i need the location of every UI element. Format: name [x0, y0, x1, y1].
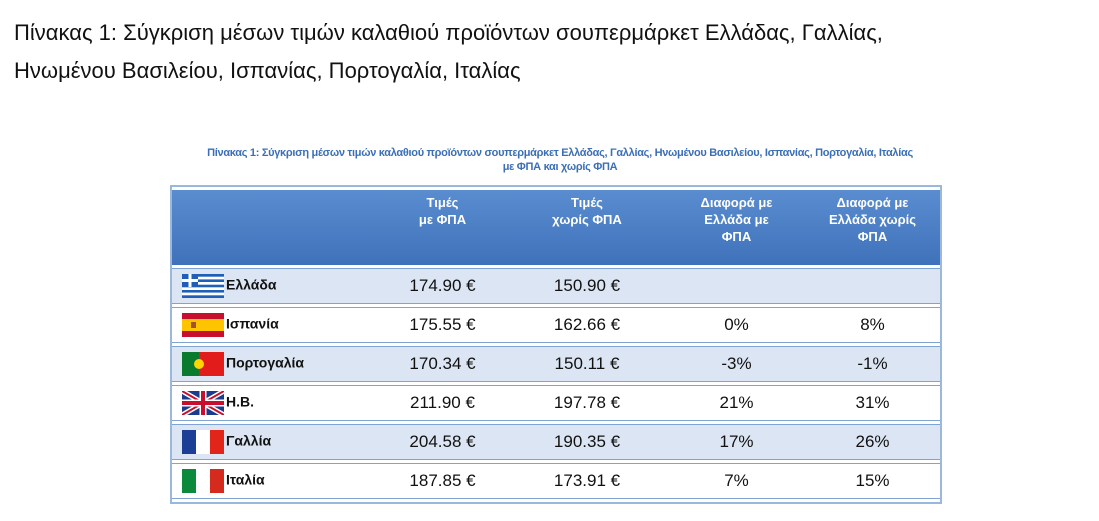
country-cell: Πορτογαλία [172, 346, 379, 382]
country-name: Ελλάδα [226, 276, 277, 293]
header-cell: Τιμές με ΦΠΑ [379, 190, 506, 265]
caption-line: Πίνακας 1: Σύγκριση μέσων τιμών καλαθιού… [207, 147, 913, 159]
value-cell: 26% [805, 424, 940, 460]
value-cell: 190.35 € [506, 424, 668, 460]
table-caption: Πίνακας 1: Σύγκριση μέσων τιμών καλαθιού… [20, 146, 1099, 174]
header-text: Ελλάδα χωρίς [828, 212, 917, 227]
value-cell: 8% [805, 307, 940, 343]
header-text: Τιμές [571, 195, 603, 210]
value-cell: 0% [668, 307, 805, 343]
header-cell: Διαφορά με Ελλάδα με ΦΠΑ [668, 190, 805, 265]
value-cell: 31% [805, 385, 940, 421]
value-cell: 162.66 € [506, 307, 668, 343]
header-text: ΦΠΑ [721, 229, 752, 244]
value-cell: 204.58 € [379, 424, 506, 460]
value-cell: -1% [805, 346, 940, 382]
value-cell: 17% [668, 424, 805, 460]
flag-france [182, 430, 224, 454]
header-text: Διαφορά με [836, 195, 909, 210]
header-row: Τιμές με ΦΠΑ Τιμές χωρίς ΦΠΑ Διαφορά με Ελλ… [172, 190, 940, 265]
price-table: Τιμές με ΦΠΑ Τιμές χωρίς ΦΠΑ Διαφορά με Ελλ… [170, 185, 942, 504]
value-cell: 150.11 € [506, 346, 668, 382]
flag-greece [182, 274, 224, 298]
flag-portugal [182, 352, 224, 376]
table-row: Ιταλία 187.85 €173.91 €7% 15% [172, 463, 940, 499]
table-row: Ισπανία 175.55 €162.66 €0% 8% [172, 307, 940, 343]
value-cell [668, 268, 805, 304]
country-name: Η.Β. [226, 393, 254, 410]
header-text: Τιμές [426, 195, 459, 210]
header-text: με ΦΠΑ [418, 212, 467, 227]
value-cell: 175.55 € [379, 307, 506, 343]
value-cell: 7% [668, 463, 805, 499]
title-line: Ηνωμένου Βασιλείου, Ισπανίας, Πορτογαλία… [14, 58, 521, 83]
title-line: Πίνακας 1: Σύγκριση μέσων τιμών καλαθιού… [14, 20, 883, 45]
table-row: Ελλάδα 174.90 €150.90 € [172, 268, 940, 304]
value-cell: 15% [805, 463, 940, 499]
caption-line: με ΦΠΑ και χωρίς ΦΠΑ [502, 161, 618, 173]
header-text: Διαφορά με [700, 195, 773, 210]
country-cell: Ισπανία [172, 307, 379, 343]
value-cell: 173.91 € [506, 463, 668, 499]
value-cell: 197.78 € [506, 385, 668, 421]
value-cell: 21% [668, 385, 805, 421]
header-text: Ελλάδα με [704, 212, 769, 227]
flag-italy [182, 469, 224, 493]
table-row: Η.Β. 211.90 €197.78 €21% 31% [172, 385, 940, 421]
header-cell [172, 190, 379, 265]
flag-spain [182, 313, 224, 337]
header-text: χωρίς ΦΠΑ [552, 212, 622, 227]
country-cell: Γαλλία [172, 424, 379, 460]
value-cell: 174.90 € [379, 268, 506, 304]
country-name: Ιταλία [226, 471, 265, 488]
country-name: Πορτογαλία [226, 354, 305, 371]
country-cell: Ιταλία [172, 463, 379, 499]
table-row: Πορτογαλία 170.34 €150.11 € -3% -1% [172, 346, 940, 382]
value-cell [805, 268, 940, 304]
value-cell: 211.90 € [379, 385, 506, 421]
country-name: Ισπανία [226, 315, 279, 332]
country-name: Γαλλία [226, 432, 272, 449]
country-cell: Η.Β. [172, 385, 379, 421]
header-cell: Τιμές χωρίς ΦΠΑ [506, 190, 668, 265]
country-cell: Ελλάδα [172, 268, 379, 304]
table-body: Ελλάδα 174.90 €150.90 € Ισπανία 175.55 €162… [172, 268, 940, 499]
header-cell: Διαφορά με Ελλάδα χωρίς ΦΠΑ [805, 190, 940, 265]
table-row: Γαλλία 204.58 €190.35 €17% 26% [172, 424, 940, 460]
page-title: Πίνακας 1: Σύγκριση μέσων τιμών καλαθιού… [14, 14, 883, 90]
value-cell: 187.85 € [379, 463, 506, 499]
header-text: ΦΠΑ [857, 229, 888, 244]
value-cell: 170.34 € [379, 346, 506, 382]
flag-uk [180, 388, 226, 418]
value-cell: 150.90 € [506, 268, 668, 304]
value-cell: -3% [668, 346, 805, 382]
